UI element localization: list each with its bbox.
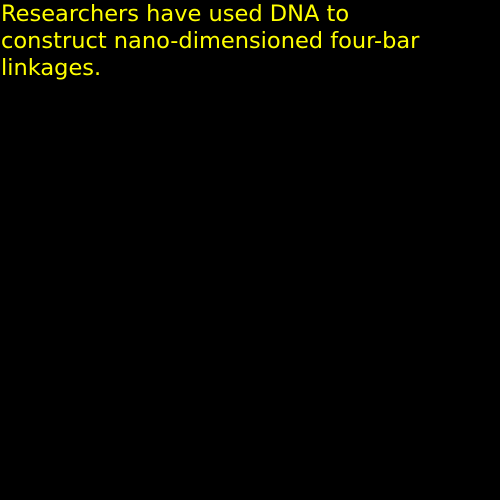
caption-text: Researchers have used DNA to construct n… bbox=[1, 1, 497, 82]
